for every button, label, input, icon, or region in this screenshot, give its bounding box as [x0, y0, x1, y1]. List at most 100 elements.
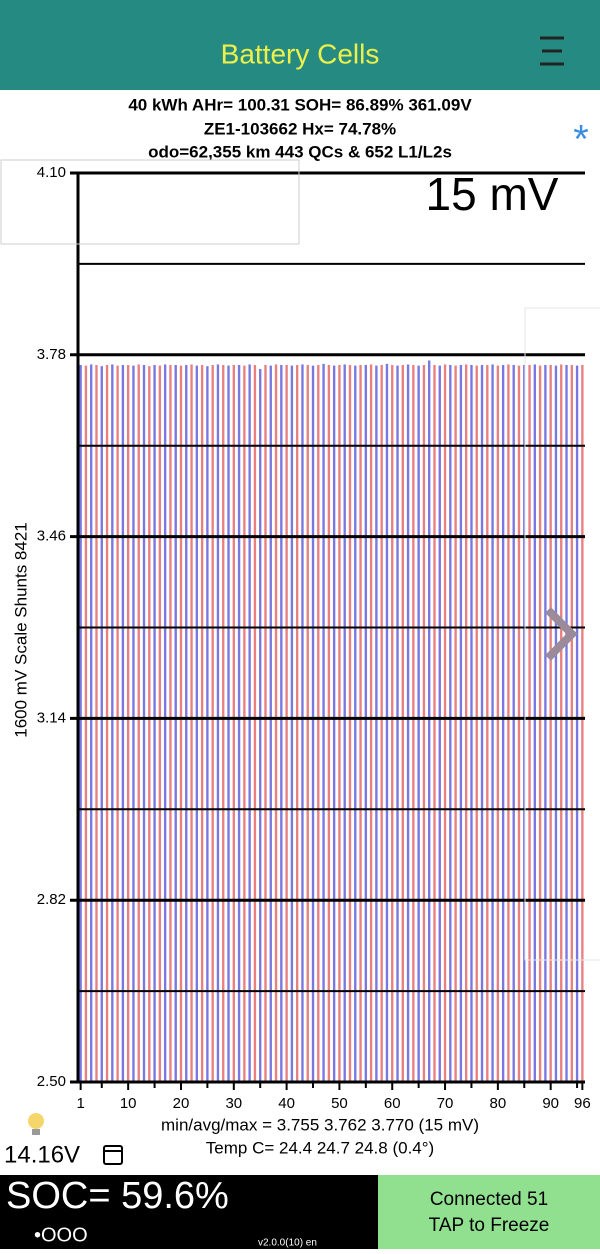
- bar: [417, 365, 420, 1082]
- bulb-icon: [28, 1113, 44, 1135]
- bar: [438, 365, 441, 1082]
- bar: [105, 365, 109, 1082]
- bar: [338, 365, 341, 1082]
- bar: [158, 365, 162, 1082]
- bar: [369, 364, 373, 1082]
- bar: [507, 364, 510, 1082]
- bar: [348, 365, 352, 1082]
- x-tick-label: 20: [173, 1095, 190, 1112]
- bar: [174, 365, 177, 1082]
- calendar-icon: [103, 1145, 123, 1165]
- bar: [285, 365, 288, 1082]
- soc: SOC= 59.6%: [6, 1175, 229, 1217]
- bar: [317, 365, 320, 1082]
- bar: [454, 365, 457, 1082]
- bar: [248, 364, 251, 1082]
- bar: [200, 365, 204, 1082]
- bar: [364, 365, 368, 1082]
- bar: [306, 365, 309, 1082]
- bar: [132, 365, 135, 1082]
- next-arrow[interactable]: [545, 607, 578, 661]
- bar: [385, 363, 389, 1082]
- aux-voltage: 14.16V: [4, 1141, 80, 1168]
- bar: [533, 364, 537, 1082]
- bar: [327, 365, 331, 1082]
- bar: [449, 365, 452, 1082]
- bar: [274, 364, 278, 1082]
- bar: [79, 365, 82, 1082]
- connect-button[interactable]: [378, 1175, 600, 1249]
- bar: [475, 365, 478, 1082]
- bar: [232, 365, 235, 1082]
- page-dots: •OOO: [34, 1224, 88, 1246]
- y-tick-label: 2.82: [37, 891, 66, 908]
- bar: [528, 365, 531, 1082]
- bar: [433, 365, 436, 1082]
- menu-icon[interactable]: [540, 36, 564, 66]
- bar: [116, 365, 119, 1082]
- bar: [470, 365, 473, 1082]
- x-tick-label: 40: [278, 1095, 295, 1112]
- bar: [512, 365, 515, 1082]
- bar: [84, 365, 88, 1082]
- x-tick-label: 80: [490, 1095, 507, 1112]
- bar: [375, 365, 378, 1082]
- bar: [153, 365, 156, 1082]
- x-tick-label: 50: [331, 1095, 348, 1112]
- bar: [464, 364, 468, 1082]
- bar: [280, 365, 283, 1082]
- bar: [422, 365, 426, 1082]
- bar: [295, 365, 299, 1082]
- x-tick-label: 96: [574, 1095, 591, 1112]
- bar: [311, 365, 315, 1082]
- x-tick-label: 30: [225, 1095, 242, 1112]
- bar: [126, 365, 130, 1082]
- info-line: ZE1-103662 Hx= 74.78%: [204, 119, 396, 138]
- stats-line: min/avg/max = 3.755 3.762 3.770 (15 mV): [161, 1115, 479, 1134]
- status-line: Connected 51: [430, 1189, 548, 1210]
- bar: [412, 365, 415, 1082]
- bar: [195, 365, 199, 1082]
- bar: [100, 366, 103, 1083]
- bar: [301, 364, 304, 1082]
- header-title: Battery Cells: [221, 38, 380, 69]
- bar: [185, 365, 188, 1082]
- bar: [216, 364, 220, 1082]
- bar: [391, 365, 394, 1082]
- x-tick-label: 90: [542, 1095, 559, 1112]
- info-line: odo=62,355 km 443 QCs & 652 L1/L2s: [148, 142, 452, 161]
- stats-line: Temp C= 24.4 24.7 24.8 (0.4°): [206, 1138, 434, 1157]
- bar: [243, 365, 246, 1082]
- bar: [237, 365, 241, 1082]
- bar: [121, 365, 125, 1082]
- bar: [148, 366, 151, 1083]
- bar: [406, 364, 410, 1082]
- bar: [269, 365, 272, 1082]
- bar: [517, 365, 521, 1082]
- bar: [538, 365, 542, 1082]
- bar: [332, 365, 336, 1082]
- bar: [222, 365, 225, 1082]
- bar: [401, 365, 404, 1082]
- bar: [253, 365, 257, 1082]
- bar: [142, 365, 146, 1082]
- y-tick-label: 3.14: [37, 709, 66, 726]
- y-tick-label: 3.78: [37, 346, 66, 363]
- bar: [554, 365, 558, 1082]
- bar: [179, 365, 183, 1082]
- x-tick-label: 1: [76, 1095, 84, 1112]
- bar: [259, 369, 262, 1082]
- y-tick-label: 3.46: [37, 528, 66, 545]
- bar: [163, 364, 167, 1082]
- bar: [90, 364, 93, 1082]
- bar: [95, 365, 98, 1082]
- x-tick-label: 70: [437, 1095, 454, 1112]
- star-button[interactable]: *: [573, 118, 589, 162]
- bar: [486, 365, 489, 1082]
- bar: [211, 365, 214, 1082]
- bar: [343, 364, 346, 1082]
- status-line: TAP to Freeze: [429, 1215, 550, 1236]
- bar: [501, 365, 505, 1082]
- bar: [480, 365, 484, 1082]
- bar: [549, 365, 552, 1082]
